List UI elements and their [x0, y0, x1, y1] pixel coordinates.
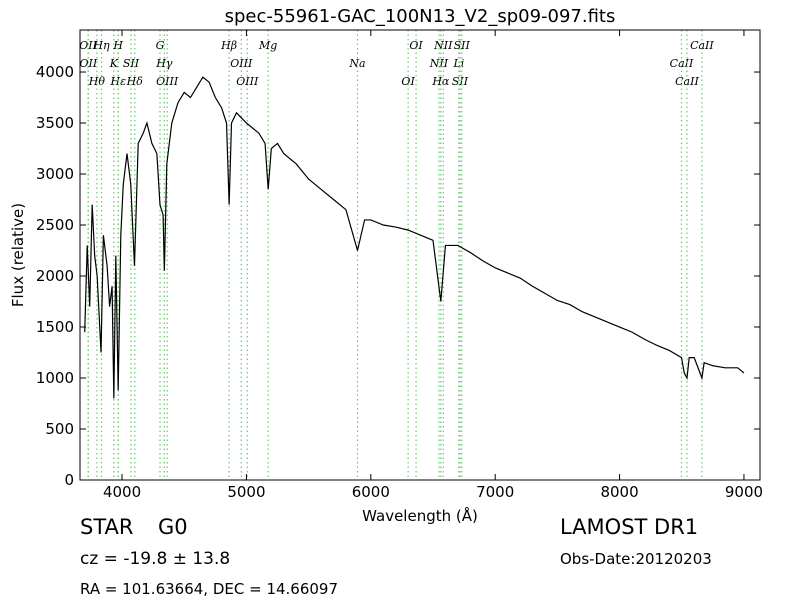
spectral-line-label: Hδ: [126, 75, 144, 88]
y-tick-label: 3000: [36, 165, 74, 183]
redshift: cz = -19.8 ± 13.8: [80, 549, 230, 569]
coordinates: RA = 101.63664, DEC = 14.66097: [80, 580, 338, 598]
spectral-line-label: Hη: [92, 39, 110, 52]
spectral-line-label: SII: [452, 75, 469, 88]
spectral-line-label: NII: [429, 57, 449, 70]
class: STAR: [80, 515, 133, 539]
x-tick-label: 5000: [227, 483, 265, 501]
y-tick-label: 1000: [36, 369, 74, 387]
spectral-line-label: Hε: [110, 75, 127, 88]
spectral-line-label: CaII: [670, 57, 694, 70]
x-tick-label: 6000: [352, 483, 390, 501]
subclass: G0: [158, 515, 188, 539]
x-tick-label: 4000: [103, 483, 141, 501]
obs-date: Obs-Date:20120203: [560, 550, 712, 568]
spectral-line-label: Hθ: [88, 75, 106, 88]
spectral-line-label: OIII: [236, 75, 259, 88]
spectral-line-label: OIII: [230, 57, 253, 70]
survey: LAMOST DR1: [560, 515, 698, 539]
spectral-line-label: Mg: [258, 39, 277, 52]
y-tick-label: 3500: [36, 114, 74, 132]
y-tick-label: 1500: [36, 318, 74, 336]
y-tick-label: 500: [45, 420, 74, 438]
spectral-line-label: Hα: [431, 75, 450, 88]
spectral-line-label: OII: [79, 39, 97, 52]
spectral-line-label: CaII: [690, 39, 714, 52]
chart-title: spec-55961-GAC_100N13_V2_sp09-097.fits: [225, 6, 616, 27]
spectral-line-label: K: [109, 57, 119, 70]
spectral-line-label: Li: [452, 57, 464, 70]
spectral-line-label: H: [112, 39, 123, 52]
spectral-line-label: OI: [401, 75, 415, 88]
spectral-line-label: OIII: [156, 75, 179, 88]
spectral-line-label: G: [156, 39, 165, 52]
spectral-line-label: Hβ: [220, 39, 237, 52]
y-tick-label: 2500: [36, 216, 74, 234]
spectral-line-label: Na: [348, 57, 365, 70]
spectrum-line: [84, 76, 745, 399]
spectral-line-label: Hγ: [155, 57, 173, 70]
y-tick-label: 2000: [36, 267, 74, 285]
x-tick-label: 7000: [476, 483, 514, 501]
spectral-line-label: SII: [454, 39, 471, 52]
x-tick-label: 8000: [600, 483, 638, 501]
spectral-line-label: NII: [433, 39, 453, 52]
x-tick-label: 9000: [725, 483, 763, 501]
spectral-line-label: SII: [123, 57, 140, 70]
spectral-line-label: OI: [409, 39, 423, 52]
plot-frame: [79, 29, 761, 481]
spectral-line-label: OII: [79, 57, 97, 70]
y-axis-label: Flux (relative): [9, 203, 27, 307]
spectral-line-label: CaII: [675, 75, 699, 88]
x-axis-label: Wavelength (Å): [362, 506, 478, 525]
y-tick-label: 0: [64, 471, 74, 489]
y-tick-label: 4000: [36, 63, 74, 81]
